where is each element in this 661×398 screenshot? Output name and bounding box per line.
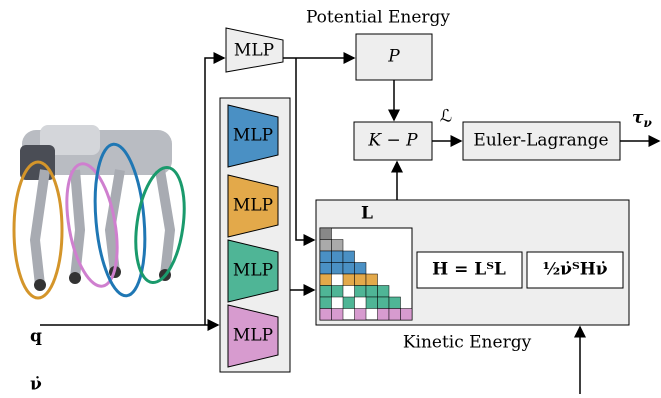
matrix-cell: [320, 251, 332, 263]
matrix-cell: [332, 251, 344, 263]
matrix-cell: [332, 309, 344, 321]
matrix-cell: [332, 240, 344, 252]
matrix-cell: [320, 240, 332, 252]
matrix-cell: [343, 297, 355, 309]
matrix-cell: [320, 228, 332, 240]
matrix-cell: [401, 309, 413, 321]
matrix-cell: [389, 297, 401, 309]
diagram: Potential Energy MLP P K − P ℒ Euler-Lag…: [0, 0, 661, 394]
matrix-label: L: [361, 204, 373, 224]
energy-formula: ½ν̇ᵀHν̇: [542, 260, 607, 280]
matrix-cell: [355, 274, 367, 286]
matrix-cell: [343, 251, 355, 263]
matrix-cell: [320, 297, 332, 309]
mlp-label: MLP: [233, 261, 273, 281]
matrix-cell: [320, 263, 332, 275]
robot-image: [14, 125, 191, 298]
matrix-cell: [378, 286, 390, 298]
p-label: P: [387, 47, 400, 67]
matrix-cell: [320, 309, 332, 321]
matrix-cell: [389, 309, 401, 321]
matrix-cell: [332, 263, 344, 275]
euler-lagrange-label: Euler-Lagrange: [473, 131, 608, 151]
mlp-label: MLP: [233, 196, 273, 216]
matrix-cell: [366, 274, 378, 286]
matrix-cell: [355, 263, 367, 275]
matrix-cell: [332, 286, 344, 298]
mlp-label: MLP: [233, 326, 273, 346]
matrix-cell: [343, 263, 355, 275]
matrix-cell: [355, 309, 367, 321]
matrix-cell: [320, 274, 332, 286]
mlp-label: MLP: [234, 41, 274, 61]
matrix-cell: [320, 286, 332, 298]
matrix-cell: [366, 297, 378, 309]
lagrangian-label: ℒ: [440, 107, 452, 127]
k-minus-p-label: K − P: [367, 131, 418, 151]
matrix-cell: [355, 286, 367, 298]
matrix-cell: [378, 297, 390, 309]
nu-dot-label: ν̇: [30, 375, 42, 395]
q-label: q: [30, 327, 42, 347]
h-formula: H = LᵀL: [432, 260, 506, 280]
matrix-cell: [378, 309, 390, 321]
output-label: τν: [632, 108, 652, 130]
potential-energy-label: Potential Energy: [306, 8, 450, 28]
matrix-cell: [343, 274, 355, 286]
mlp-label: MLP: [233, 126, 273, 146]
matrix-cell: [366, 286, 378, 298]
kinetic-energy-label: Kinetic Energy: [403, 333, 532, 353]
